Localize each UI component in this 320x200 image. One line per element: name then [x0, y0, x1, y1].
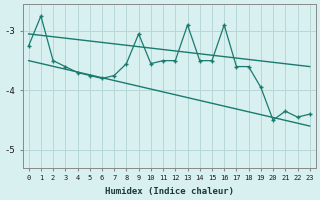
X-axis label: Humidex (Indice chaleur): Humidex (Indice chaleur) — [105, 187, 234, 196]
